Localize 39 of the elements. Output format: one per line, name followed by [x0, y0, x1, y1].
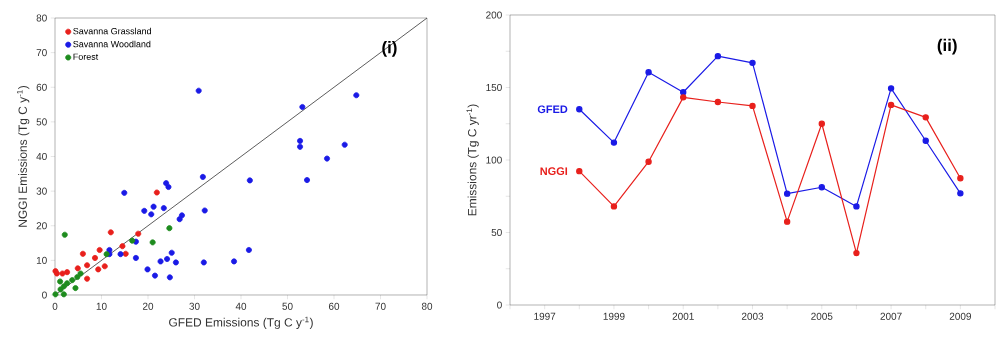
x-tick-label: 70 — [375, 302, 386, 310]
x-tick-label: 1997 — [534, 312, 556, 320]
annotation: (ii) — [937, 38, 957, 55]
series-label: NGGI — [540, 167, 568, 176]
y-tick-label: 100 — [486, 156, 502, 164]
y-tick-label: 40 — [36, 152, 47, 161]
y-tick-label: 60 — [36, 83, 47, 91]
x-tick-label: 2007 — [880, 312, 902, 320]
annotation: (i) — [382, 40, 397, 57]
x-tick-label: 0 — [52, 302, 58, 310]
x-tick-label: 2009 — [949, 312, 971, 320]
x-tick-label: 40 — [235, 302, 247, 310]
y-tick-label: 20 — [36, 222, 47, 230]
x-tick-label: 10 — [96, 302, 107, 310]
y-tick-label: 70 — [36, 49, 47, 57]
y-axis-title: NGGI Emissions (Tg C y$^{-1}$) — [17, 86, 30, 227]
legend-label: Forest — [73, 53, 99, 60]
legend-label: Savanna Woodland — [73, 40, 151, 48]
y-tick-label: 150 — [486, 83, 502, 92]
y-tick-label: 200 — [486, 11, 502, 19]
legend-label: Savanna Grassland — [73, 27, 151, 35]
x-tick-label: 60 — [328, 302, 340, 310]
x-tick-label: 1999 — [603, 312, 625, 320]
y-tick-label: 30 — [36, 187, 47, 195]
y-tick-label: 0 — [42, 291, 47, 299]
series-label: GFED — [537, 105, 568, 114]
x-tick-label: 20 — [142, 302, 154, 310]
x-tick-label: 30 — [189, 302, 200, 310]
x-tick-label: 50 — [282, 302, 293, 310]
x-tick-label: 2001 — [672, 312, 694, 320]
x-axis-title: GFED Emissions (Tg C y$^{-1}$) — [169, 316, 313, 329]
y-tick-label: 50 — [491, 228, 502, 237]
x-tick-label: 80 — [421, 302, 433, 310]
y-tick-label: 80 — [36, 14, 47, 22]
x-tick-label: 2003 — [741, 312, 764, 320]
y-tick-label: 10 — [36, 256, 47, 264]
x-tick-label: 2005 — [811, 312, 833, 320]
y-tick-label: 50 — [36, 118, 47, 126]
y-axis-title: Emissions (Tg C yr$^{-1}$) — [466, 104, 479, 216]
